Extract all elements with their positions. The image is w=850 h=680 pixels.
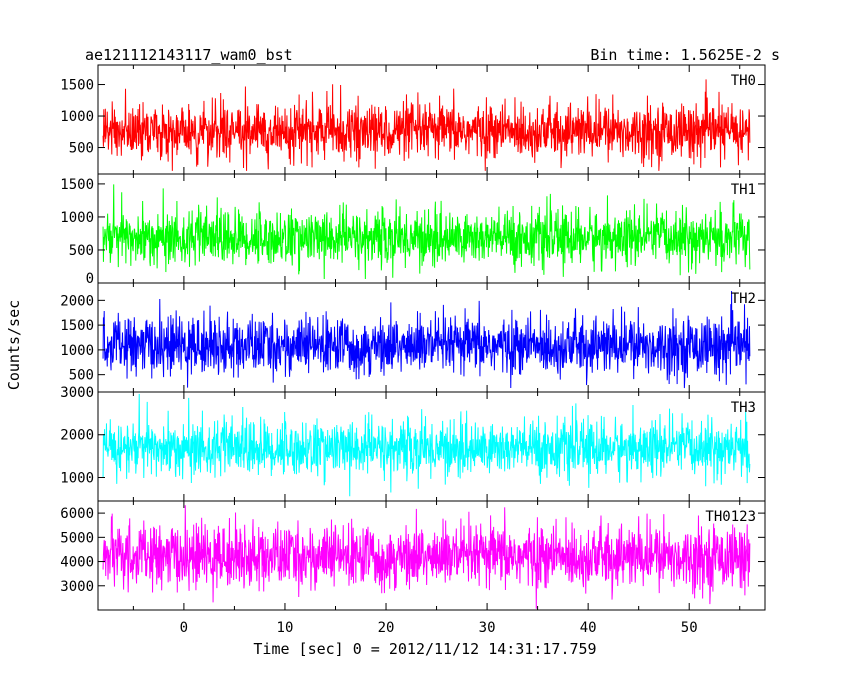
x-axis-label: Time [sec] 0 = 2012/11/12 14:31:17.759 xyxy=(253,640,596,658)
y-axis-label: Counts/sec xyxy=(5,300,23,390)
y-tick-label: 3000 xyxy=(60,579,94,595)
series-line-th3 xyxy=(102,393,751,497)
series-label-th0: TH0 xyxy=(731,73,756,89)
x-axis-ticks: 0 10 20 30 40 50 xyxy=(180,620,698,636)
series-label-th3: TH3 xyxy=(731,400,756,416)
y-tick-label: 6000 xyxy=(60,506,94,522)
chart-title: ae121112143117_wam0_bst xyxy=(85,46,293,64)
y-tick-label: 4000 xyxy=(60,555,94,571)
x-tick-label: 30 xyxy=(479,620,496,636)
panels: 500 1000 1500 TH0 0 500 1000 1500 TH1 500 1000 1500… xyxy=(60,64,766,611)
y-tick-label: 1500 xyxy=(60,78,94,94)
panel-th3: 1000 2000 3000 TH3 xyxy=(60,385,766,502)
y-tick-label: 500 xyxy=(69,141,94,157)
x-tick-label: 20 xyxy=(378,620,395,636)
y-tick-label: 1000 xyxy=(60,109,94,125)
y-tick-label: 3000 xyxy=(60,385,94,401)
x-tick-label: 50 xyxy=(681,620,698,636)
series-line-th2 xyxy=(102,290,751,389)
series-line-th0 xyxy=(102,79,751,171)
y-tick-label: 1000 xyxy=(60,470,94,486)
x-tick-label: 40 xyxy=(580,620,597,636)
y-tick-label: 1000 xyxy=(60,210,94,226)
y-tick-label: 500 xyxy=(69,368,94,384)
panel-th1: 0 500 1000 1500 TH1 xyxy=(60,173,766,287)
x-tick-label: 0 xyxy=(180,620,188,636)
y-tick-label: 1000 xyxy=(60,343,94,359)
panel-th0123: 3000 4000 5000 6000 TH0123 xyxy=(60,500,766,611)
y-tick-label: 2000 xyxy=(60,293,94,309)
series-label-th1: TH1 xyxy=(731,182,756,198)
y-tick-label: 1500 xyxy=(60,177,94,193)
panel-th2: 500 1000 1500 2000 TH2 xyxy=(60,282,766,393)
series-label-th0123: TH0123 xyxy=(705,509,756,525)
series-label-th2: TH2 xyxy=(731,291,756,307)
y-tick-label: 5000 xyxy=(60,530,94,546)
series-line-th0123 xyxy=(102,505,751,609)
panel-frame xyxy=(97,500,766,611)
y-tick-label: 1500 xyxy=(60,318,94,334)
y-tick-label: 500 xyxy=(69,243,94,259)
bin-time-label: Bin time: 1.5625E-2 s xyxy=(590,46,780,64)
y-tick-label: 0 xyxy=(86,271,94,287)
x-tick-label: 10 xyxy=(277,620,294,636)
series-line-th1 xyxy=(102,184,751,280)
y-tick-label: 2000 xyxy=(60,428,94,444)
